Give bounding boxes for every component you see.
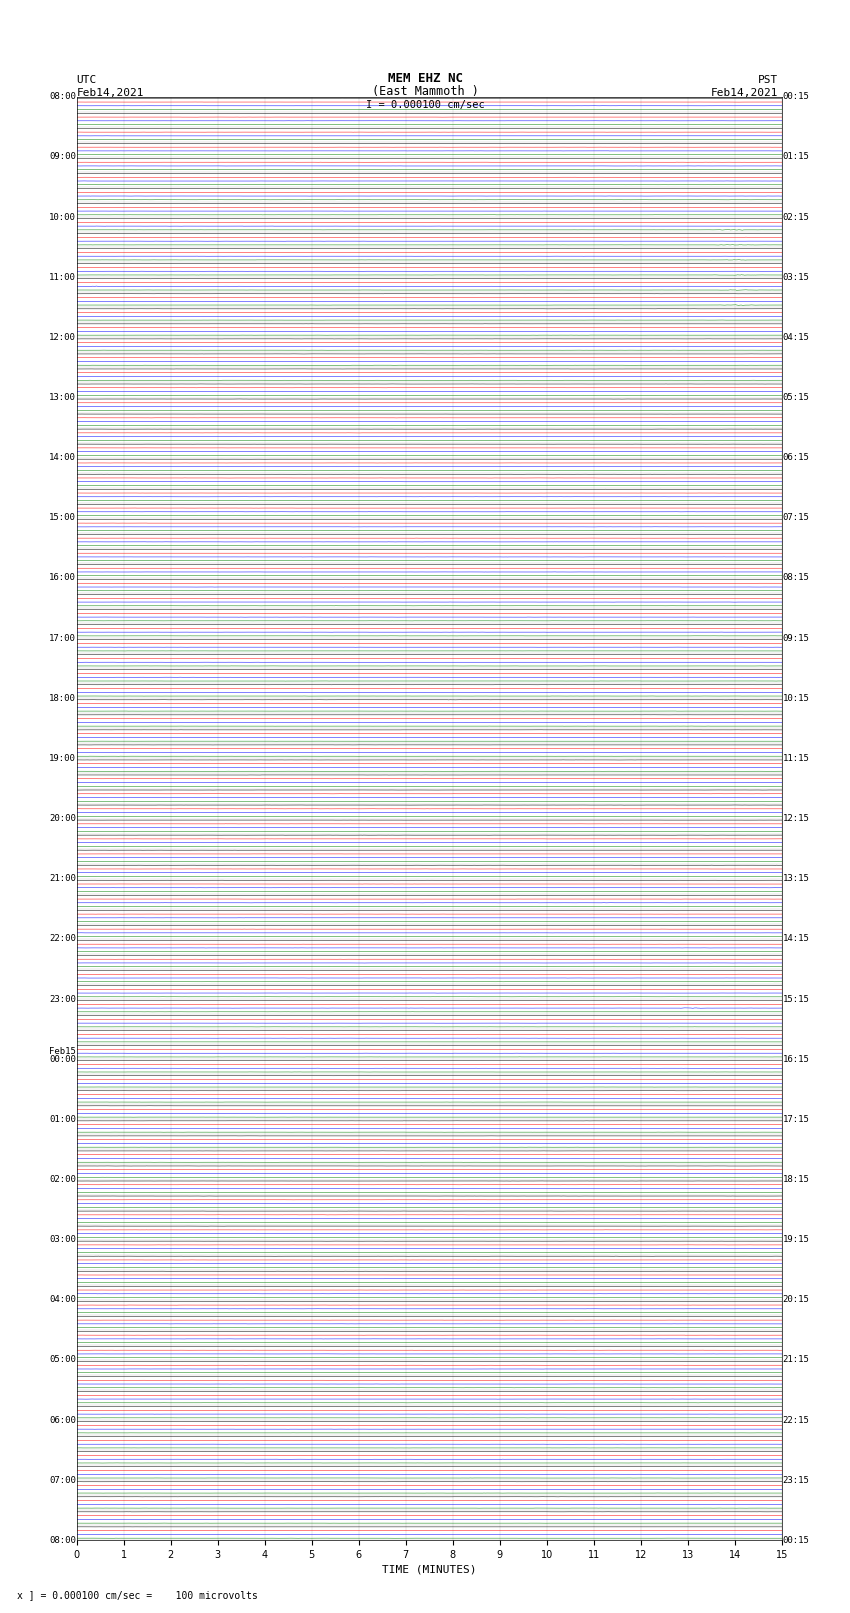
Text: 19:15: 19:15 (783, 1236, 809, 1244)
Text: 23:15: 23:15 (783, 1476, 809, 1484)
Text: x ] = 0.000100 cm/sec =    100 microvolts: x ] = 0.000100 cm/sec = 100 microvolts (17, 1590, 258, 1600)
Text: 10:00: 10:00 (49, 213, 76, 221)
Text: I = 0.000100 cm/sec: I = 0.000100 cm/sec (366, 100, 484, 111)
Text: 20:15: 20:15 (783, 1295, 809, 1305)
Text: 23:00: 23:00 (49, 995, 76, 1003)
Text: 21:00: 21:00 (49, 874, 76, 884)
Text: 06:15: 06:15 (783, 453, 809, 463)
Text: 08:00: 08:00 (49, 1536, 76, 1545)
Text: 08:15: 08:15 (783, 574, 809, 582)
Text: UTC: UTC (76, 74, 97, 84)
Text: 17:00: 17:00 (49, 634, 76, 642)
Text: 13:15: 13:15 (783, 874, 809, 884)
Text: 21:15: 21:15 (783, 1355, 809, 1365)
Text: 11:15: 11:15 (783, 753, 809, 763)
Text: 15:00: 15:00 (49, 513, 76, 523)
Text: 05:15: 05:15 (783, 394, 809, 402)
Text: 00:15: 00:15 (783, 1536, 809, 1545)
Text: 20:00: 20:00 (49, 815, 76, 823)
Text: Feb14,2021: Feb14,2021 (711, 87, 778, 97)
Text: 17:15: 17:15 (783, 1115, 809, 1124)
Text: 09:00: 09:00 (49, 153, 76, 161)
Text: 16:15: 16:15 (783, 1055, 809, 1063)
Text: 22:15: 22:15 (783, 1416, 809, 1424)
Text: 14:00: 14:00 (49, 453, 76, 463)
Text: 12:15: 12:15 (783, 815, 809, 823)
Text: PST: PST (757, 74, 778, 84)
Text: 03:00: 03:00 (49, 1236, 76, 1244)
Text: 04:15: 04:15 (783, 332, 809, 342)
Text: 19:00: 19:00 (49, 753, 76, 763)
Text: 11:00: 11:00 (49, 273, 76, 282)
Text: 18:00: 18:00 (49, 694, 76, 703)
Text: 02:00: 02:00 (49, 1174, 76, 1184)
Text: 02:15: 02:15 (783, 213, 809, 221)
Text: 18:15: 18:15 (783, 1174, 809, 1184)
X-axis label: TIME (MINUTES): TIME (MINUTES) (382, 1565, 477, 1574)
Text: 09:15: 09:15 (783, 634, 809, 642)
Text: 13:00: 13:00 (49, 394, 76, 402)
Text: MEM EHZ NC: MEM EHZ NC (388, 71, 462, 84)
Text: 01:00: 01:00 (49, 1115, 76, 1124)
Text: 16:00: 16:00 (49, 574, 76, 582)
Text: 05:00: 05:00 (49, 1355, 76, 1365)
Text: 07:15: 07:15 (783, 513, 809, 523)
Text: 22:00: 22:00 (49, 934, 76, 944)
Text: 01:15: 01:15 (783, 153, 809, 161)
Text: Feb15: Feb15 (49, 1047, 76, 1057)
Text: 00:00: 00:00 (49, 1055, 76, 1063)
Text: 15:15: 15:15 (783, 995, 809, 1003)
Text: Feb14,2021: Feb14,2021 (76, 87, 144, 97)
Text: 00:15: 00:15 (783, 92, 809, 102)
Text: 03:15: 03:15 (783, 273, 809, 282)
Text: 04:00: 04:00 (49, 1295, 76, 1305)
Text: 12:00: 12:00 (49, 332, 76, 342)
Text: (East Mammoth ): (East Mammoth ) (371, 84, 479, 97)
Text: 10:15: 10:15 (783, 694, 809, 703)
Text: 06:00: 06:00 (49, 1416, 76, 1424)
Text: 08:00: 08:00 (49, 92, 76, 102)
Text: 14:15: 14:15 (783, 934, 809, 944)
Text: 07:00: 07:00 (49, 1476, 76, 1484)
